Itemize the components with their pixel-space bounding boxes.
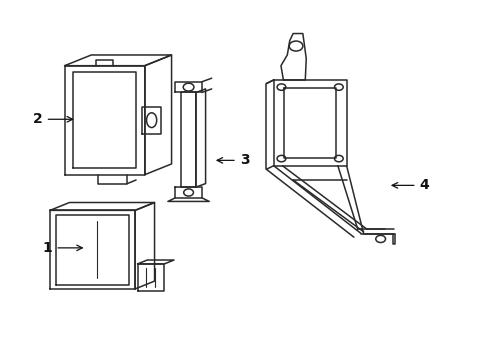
Text: 3: 3 (217, 153, 249, 167)
Text: 4: 4 (391, 178, 428, 192)
Text: 2: 2 (33, 112, 72, 126)
Text: 1: 1 (42, 241, 82, 255)
